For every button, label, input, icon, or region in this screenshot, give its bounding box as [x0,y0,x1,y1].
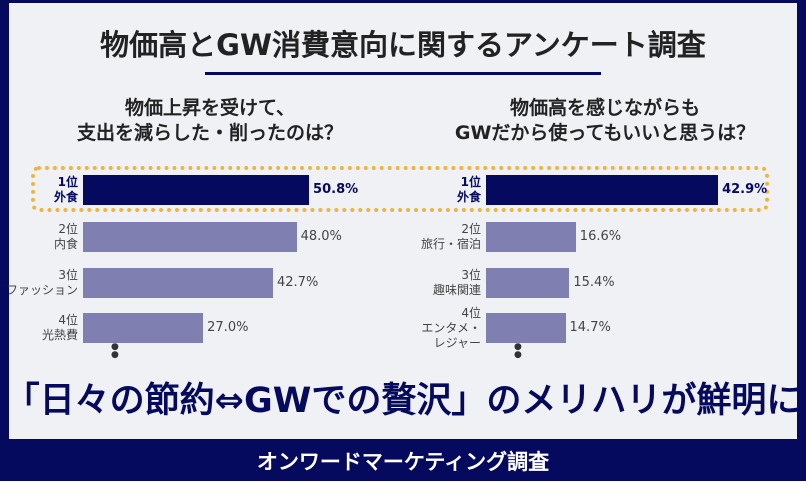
category-label: 4位 光熱費 [41,313,78,342]
category-label: 1位 外食 [53,175,78,204]
bar [83,222,297,252]
data-label: 14.7% [569,320,611,335]
highlight-box [31,166,769,212]
data-label: 48.0% [300,229,342,244]
bar [486,175,719,205]
category-label: 3位 ファッション [6,268,79,297]
footer-credit: オンワードマーケティング調査 [256,450,550,474]
title-underline [205,72,601,75]
data-label: 42.9% [722,182,768,197]
bar [83,268,273,298]
headline: 「日々の節約⇔GWでの贅沢」のメリハリが鮮明に [4,381,802,421]
bar [486,313,566,343]
content-panel [9,3,797,439]
category-label: 2位 内食 [53,222,78,251]
bar [486,222,576,252]
more-indicator: ● ● [111,342,119,360]
category-label: 1位 外食 [456,175,481,204]
category-label: 3位 趣味関連 [432,268,481,297]
page-title: 物価高とGW消費意向に関するアンケート調査 [100,28,706,62]
more-indicator: ● ● [514,342,522,360]
data-label: 15.4% [573,275,615,290]
data-label: 50.8% [313,182,359,197]
category-label: 4位 エンタメ・ レジャー [421,305,481,350]
chart-title: 物価高を感じながらも GWだから使ってもいいと思うは？ [454,97,756,144]
frame [0,0,806,481]
bar [83,313,204,343]
data-label: 16.6% [579,229,622,244]
bar [486,268,570,298]
data-label: 27.0% [207,320,249,335]
category-label: 2位 旅行・宿泊 [420,222,481,251]
data-label: 42.7% [277,275,319,290]
chart-title: 物価上昇を受けて、 支出を減らした・削ったのは？ [76,97,343,144]
bar [83,175,310,205]
